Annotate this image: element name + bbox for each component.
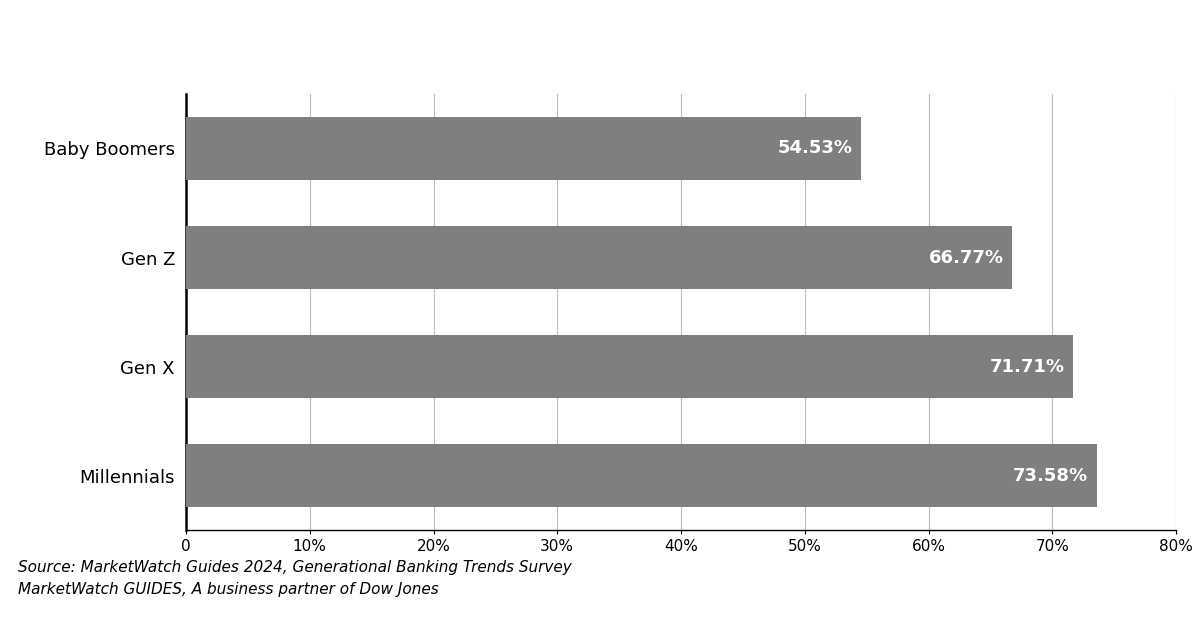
Bar (186, 117, 860, 180)
Text: 66.77%: 66.77% (929, 249, 1003, 266)
Bar (186, 444, 1097, 507)
Text: 73.58%: 73.58% (1013, 467, 1088, 485)
Text: 54.53%: 54.53% (778, 139, 852, 157)
Bar (186, 335, 1074, 398)
Text: Source: MarketWatch Guides 2024, Generational Banking Trends Survey
MarketWatch : Source: MarketWatch Guides 2024, Generat… (18, 560, 571, 597)
Text: Living Paycheck to Paycheck by Generation: Living Paycheck to Paycheck by Generatio… (18, 20, 901, 54)
Text: 71.71%: 71.71% (990, 358, 1064, 376)
Bar (186, 226, 1013, 289)
